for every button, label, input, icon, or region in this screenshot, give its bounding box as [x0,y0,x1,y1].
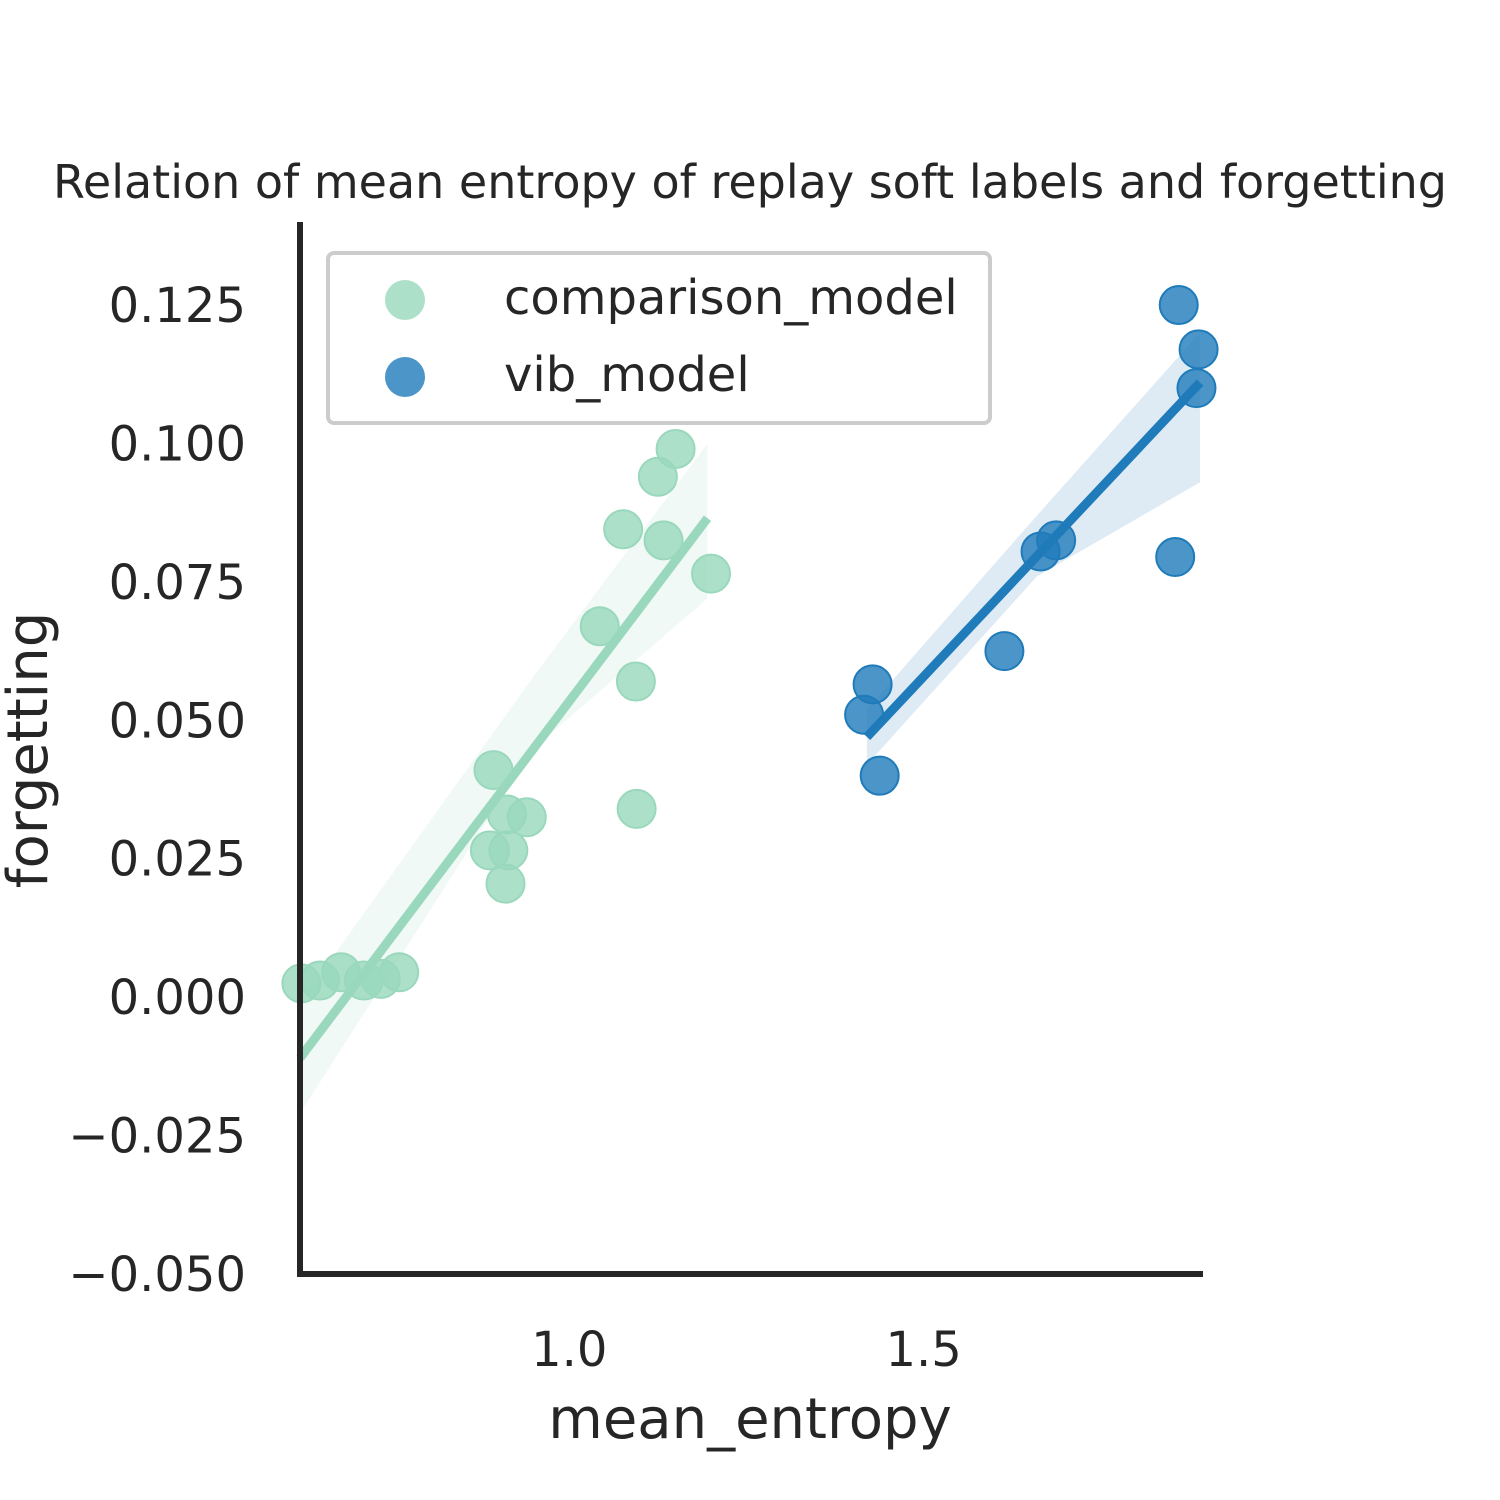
data-point-vib-model [844,694,885,735]
data-point-comparison-model [579,606,620,647]
legend-frame [326,251,992,425]
data-points [281,285,1219,1004]
chart-title: Relation of mean entropy of replay soft … [53,155,1447,209]
data-point-comparison-model [379,952,420,993]
y-tick-label: 0.125 [109,278,246,334]
legend-marker-comparison-model [385,280,425,320]
data-point-vib-model [859,755,900,796]
x-tick-label: 1.5 [885,1322,961,1378]
y-tick-label: 0.075 [109,555,246,611]
data-point-vib-model [1178,329,1219,370]
data-point-comparison-model [615,661,656,702]
data-point-vib-model [1036,520,1077,561]
data-point-comparison-model [488,830,529,871]
legend-label-comparison-model: comparison_model [504,270,958,326]
data-point-comparison-model [643,520,684,561]
legend-marker-vib-model [385,357,425,397]
x-tick-label: 1.0 [531,1322,607,1378]
legend-label-vib-model: vib_model [504,347,750,403]
y-axis-label: forgetting [0,612,61,889]
regression-lines [296,379,1204,1061]
data-point-comparison-model [485,863,526,904]
y-tick-label: 0.025 [109,832,246,888]
data-point-comparison-model [603,509,644,550]
y-tick-labels: −0.050 −0.025 0.000 0.025 0.050 0.075 0.100 0.1… [68,278,246,1303]
data-point-vib-model [1176,368,1217,409]
data-point-comparison-model [506,797,547,838]
y-tick-label: 0.050 [109,693,246,749]
y-tick-label: −0.050 [68,1247,246,1303]
data-point-comparison-model [655,429,696,470]
y-tick-label: 0.100 [109,416,246,472]
legend: comparison_model vib_model [326,251,992,425]
data-point-comparison-model [473,750,514,791]
data-point-vib-model [1158,285,1199,326]
data-point-vib-model [1155,536,1196,577]
data-point-comparison-model [691,553,732,594]
data-point-vib-model [984,631,1025,672]
confidence-bands [300,332,1200,1114]
y-tick-label: −0.025 [68,1109,246,1165]
x-axis-label: mean_entropy [548,1387,951,1452]
y-tick-label: 0.000 [109,970,246,1026]
x-tick-labels: 1.0 1.5 [531,1322,962,1378]
data-point-comparison-model [616,788,657,829]
